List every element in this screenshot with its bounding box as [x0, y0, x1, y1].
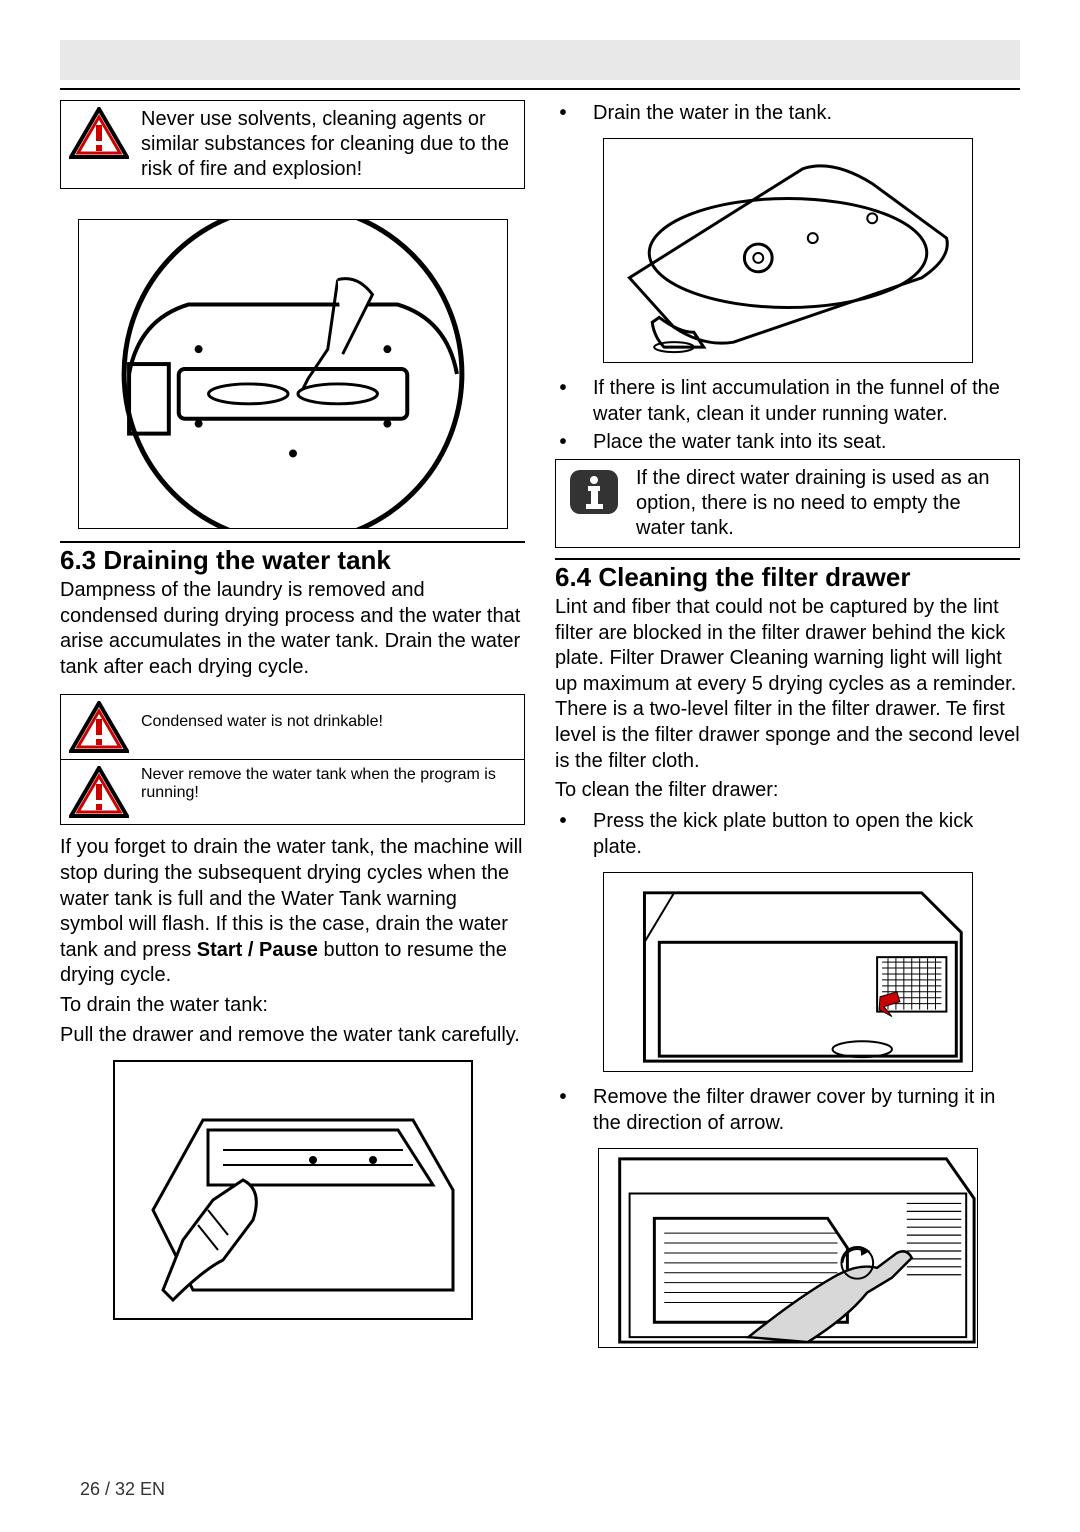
header-band — [60, 40, 1020, 80]
bullet-lint-accum: If there is lint accumulation in the fun… — [593, 375, 1020, 427]
bullet-place-tank: Place the water tank into its seat. — [593, 429, 1020, 455]
warning-never-remove-text: Never remove the water tank when the pro… — [141, 766, 516, 802]
info-direct-drain-text: If the direct water draining is used as … — [636, 466, 1011, 541]
warning-icon — [69, 701, 129, 753]
bullet-press-kickplate: Press the kick plate button to open the … — [593, 808, 1020, 860]
bullet-drain-water: Drain the water in the tank. — [593, 100, 1020, 126]
bullet-icon: • — [555, 100, 571, 126]
figure-filter-drawer-cover — [598, 1148, 978, 1348]
warning-icon — [69, 766, 129, 818]
section-6-3-title: 6.3 Draining the water tank — [60, 541, 525, 576]
top-rule — [60, 88, 1020, 90]
page-number: 26 / 32 EN — [80, 1479, 165, 1500]
figure-lint-filter — [78, 219, 508, 529]
section-6-4-title: 6.4 Cleaning the filter drawer — [555, 558, 1020, 593]
bullet-remove-cover: Remove the filter drawer cover by turnin… — [593, 1084, 1020, 1136]
pull-drawer: Pull the drawer and remove the water tan… — [60, 1023, 525, 1049]
warning-icon — [69, 107, 129, 159]
to-drain-intro: To drain the water tank: — [60, 993, 525, 1019]
bullet-icon: • — [555, 1084, 571, 1136]
warning-solvents-text: Never use solvents, cleaning agents or s… — [141, 107, 516, 182]
warning-not-drinkable-text: Condensed water is not drinkable! — [141, 701, 383, 731]
bullet-icon: • — [555, 429, 571, 455]
list-item: • If there is lint accumulation in the fu… — [555, 375, 1020, 427]
info-icon — [564, 466, 624, 518]
list-item: • Press the kick plate button to open the… — [555, 808, 1020, 860]
warning-never-remove: Never remove the water tank when the pro… — [61, 760, 524, 824]
bullet-icon: • — [555, 375, 571, 427]
right-column: • Drain the water in the tank. • If there … — [555, 100, 1020, 1360]
section-6-4-p1: Lint and fiber that could not be capture… — [555, 595, 1020, 774]
warning-solvents: Never use solvents, cleaning agents or s… — [60, 100, 525, 189]
section-6-3-p1: Dampness of the laundry is removed and c… — [60, 578, 525, 680]
para-forget-drain: If you forget to drain the water tank, t… — [60, 835, 525, 989]
left-column: Never use solvents, cleaning agents or s… — [60, 100, 525, 1360]
to-clean-intro: To clean the filter drawer: — [555, 778, 1020, 804]
bullet-icon: • — [555, 808, 571, 860]
list-item: • Drain the water in the tank. — [555, 100, 1020, 126]
warning-not-drinkable: Condensed water is not drinkable! — [61, 695, 524, 760]
figure-tank-drain — [603, 138, 973, 363]
list-item: • Place the water tank into its seat. — [555, 429, 1020, 455]
list-item: • Remove the filter drawer cover by turni… — [555, 1084, 1020, 1136]
figure-kickplate — [603, 872, 973, 1072]
figure-remove-tank — [113, 1060, 473, 1320]
start-pause-bold: Start / Pause — [197, 939, 318, 961]
info-direct-drain: If the direct water draining is used as … — [555, 459, 1020, 548]
